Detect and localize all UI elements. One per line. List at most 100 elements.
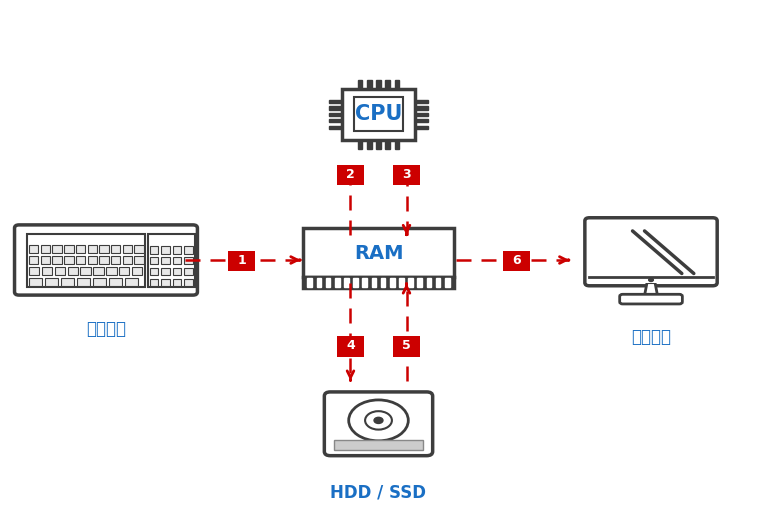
FancyBboxPatch shape [354,97,403,132]
Bar [99,256,109,264]
Bar [357,80,362,89]
FancyBboxPatch shape [303,228,454,277]
Bar [367,80,372,89]
Text: 출력장치: 출력장치 [631,328,671,346]
FancyBboxPatch shape [337,336,364,357]
Bar [436,278,441,287]
Bar [55,267,65,275]
Text: 2: 2 [346,167,355,180]
FancyBboxPatch shape [26,235,145,287]
Bar [326,278,330,287]
Bar [354,278,358,287]
Bar [173,246,181,254]
Bar [161,268,170,276]
Bar [99,245,109,253]
Text: 4: 4 [346,339,355,353]
Circle shape [365,411,392,430]
Text: HDD / SSD: HDD / SSD [331,484,426,502]
Bar [381,278,385,287]
FancyBboxPatch shape [620,294,682,304]
Bar [344,278,349,287]
FancyBboxPatch shape [148,235,195,287]
Bar [184,257,192,265]
Bar [42,267,52,275]
Bar [390,278,394,287]
Bar [415,107,428,110]
Bar [109,278,123,286]
FancyBboxPatch shape [585,218,717,286]
Bar [363,278,367,287]
FancyBboxPatch shape [324,392,433,456]
Bar [93,267,104,275]
Bar [329,113,342,116]
Bar [111,245,120,253]
Bar [184,279,192,287]
Bar [329,100,342,103]
Bar [590,277,712,283]
Bar [111,256,120,264]
Bar [41,256,50,264]
Bar [77,278,90,286]
Bar [161,279,170,287]
Bar [76,245,86,253]
FancyBboxPatch shape [342,89,415,139]
Bar [329,126,342,129]
Text: 1: 1 [237,253,246,266]
Bar [135,245,144,253]
FancyBboxPatch shape [503,251,530,271]
Bar [64,256,73,264]
Bar [29,245,39,253]
Bar [415,113,428,116]
Bar [52,256,62,264]
Bar [93,278,107,286]
Circle shape [374,418,383,423]
Bar [76,256,86,264]
Bar [125,278,139,286]
Text: 5: 5 [402,339,411,353]
Bar [161,257,170,265]
Bar [329,119,342,122]
Bar [135,256,144,264]
Bar [150,268,158,276]
Bar [123,256,132,264]
FancyBboxPatch shape [228,251,255,271]
Bar [376,80,381,89]
Bar [335,278,339,287]
Bar [376,139,381,149]
Text: 입력장치: 입력장치 [86,320,126,338]
Bar [395,139,400,149]
Bar [445,278,450,287]
Bar [88,256,97,264]
Bar [385,80,390,89]
Bar [357,139,362,149]
Bar [408,278,413,287]
Bar [67,267,78,275]
Bar [64,245,73,253]
Bar [184,246,192,254]
Bar [29,278,42,286]
FancyBboxPatch shape [337,165,364,186]
Bar [119,267,129,275]
Text: RAM: RAM [354,244,403,263]
Bar [80,267,91,275]
Bar [29,267,39,275]
Text: 6: 6 [512,253,521,266]
Bar [316,278,321,287]
FancyBboxPatch shape [14,225,198,295]
Bar [150,257,158,265]
Bar [61,278,74,286]
Bar [123,245,132,253]
Bar [150,246,158,254]
Bar [52,245,62,253]
Bar [415,100,428,103]
Bar [161,246,170,254]
Bar [385,139,390,149]
Bar [372,278,376,287]
Bar [132,267,142,275]
Bar [29,256,39,264]
Bar [399,278,403,287]
Bar [418,278,422,287]
Bar [427,278,431,287]
Text: CPU: CPU [355,105,402,124]
Bar [307,278,312,287]
